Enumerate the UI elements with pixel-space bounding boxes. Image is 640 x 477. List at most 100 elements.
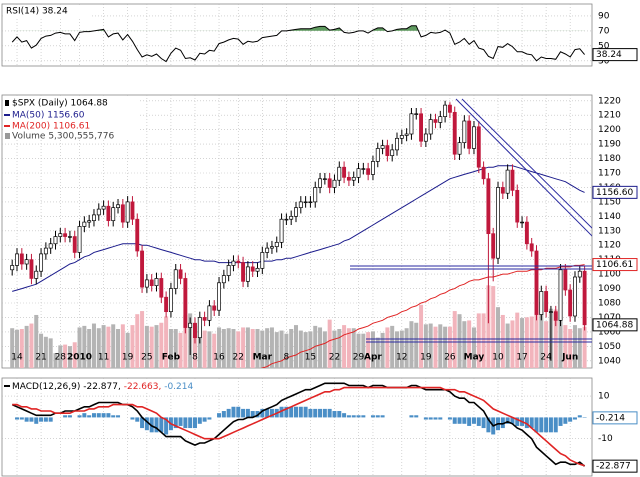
volume-bar <box>524 317 529 368</box>
volume-bar <box>43 336 48 368</box>
histogram-bar <box>467 417 472 426</box>
volume-bar <box>226 328 231 368</box>
volume-bar <box>476 313 481 368</box>
candle-body <box>428 119 433 135</box>
volume-bar <box>342 325 347 368</box>
histogram-bar <box>337 411 342 418</box>
candle-body <box>10 265 15 271</box>
volume-bar <box>366 332 371 368</box>
volume-bar <box>164 316 169 368</box>
candle-body <box>207 305 212 321</box>
candle-body <box>116 204 120 209</box>
histogram-bar <box>462 417 467 424</box>
candle-body <box>558 269 563 321</box>
volume-bar <box>409 321 414 368</box>
histogram-bar <box>39 417 44 422</box>
histogram-bar <box>308 408 313 418</box>
candle-body <box>53 236 58 245</box>
histogram-bar <box>447 417 452 420</box>
candle-body <box>39 253 44 272</box>
x-tick-label: 10 <box>492 353 504 363</box>
histogram-bar <box>423 417 428 420</box>
candle-body <box>414 113 419 115</box>
plot-area <box>10 100 587 368</box>
text-layer: RSI(14) 38.24 $SPX (Daily) 1064.88 MA(50… <box>3 5 638 473</box>
y-tick-label: 1090 <box>598 284 621 294</box>
candle-body <box>563 269 568 291</box>
histogram-bar <box>140 417 145 429</box>
volume-bar <box>467 320 472 368</box>
candle-body <box>548 311 553 313</box>
candle-body <box>332 179 337 188</box>
volume-bar <box>563 325 568 368</box>
background-layer <box>1 3 593 477</box>
candle-body <box>96 208 101 216</box>
candle-body <box>371 161 375 175</box>
histogram-bar <box>505 417 510 424</box>
volume-bar <box>19 329 24 368</box>
candle-body <box>269 246 274 249</box>
volume-bar <box>140 311 145 368</box>
candle-body <box>250 266 255 272</box>
histogram-bar <box>101 413 106 418</box>
line <box>12 165 585 292</box>
volume-bar <box>77 327 82 368</box>
volume-bar <box>125 332 130 368</box>
x-tick-label: 22 <box>329 353 340 363</box>
volume-bar <box>221 329 226 368</box>
volume-bar <box>58 345 63 368</box>
histogram-bar <box>82 413 87 418</box>
histogram-bar <box>96 413 101 418</box>
x-tick-label: 2010 <box>67 353 92 363</box>
candle-body <box>19 253 24 265</box>
y-tick-label: 1060 <box>598 327 621 337</box>
volume-bar <box>260 330 265 368</box>
volume-bar <box>116 329 121 368</box>
candle-body <box>308 201 313 204</box>
histogram-bar <box>202 417 207 422</box>
volume-bar <box>318 327 323 368</box>
volume-bar <box>48 338 53 368</box>
histogram-bar <box>529 417 534 429</box>
candle-body <box>101 205 106 210</box>
volume-bar <box>419 304 424 368</box>
candle-body <box>452 111 457 155</box>
candle-body <box>144 279 149 288</box>
candle-body <box>149 279 154 287</box>
volume-bar <box>265 328 270 368</box>
last-value-box <box>592 48 638 62</box>
volume-bar <box>582 326 587 368</box>
candle-body <box>154 278 159 287</box>
histogram-bar <box>544 417 549 433</box>
x-tick-label: Apr <box>364 353 382 363</box>
candle-body <box>500 187 505 194</box>
volume-bar <box>29 323 34 368</box>
volume-bar <box>72 342 77 368</box>
y-tick-label: -10 <box>598 434 613 444</box>
volume-bar <box>395 331 400 368</box>
candle-body <box>303 201 308 204</box>
volume-bar <box>15 329 20 368</box>
candle-body <box>351 176 356 181</box>
volume-bar <box>192 324 197 368</box>
candle-body <box>92 214 96 222</box>
histogram-bar <box>563 417 568 424</box>
candle-body <box>168 288 173 313</box>
y-tick-label: 1140 <box>598 212 621 222</box>
candle-body <box>337 166 342 181</box>
candle-body <box>111 207 116 222</box>
volume-bar <box>101 325 106 368</box>
y-tick-label: 30 <box>598 56 610 66</box>
last-value-label: 1156.60 <box>596 188 633 198</box>
volume-bar <box>274 332 279 368</box>
histogram-bar <box>48 417 53 422</box>
histogram-bar <box>346 415 351 418</box>
candle-body <box>385 145 390 157</box>
volume-bar <box>327 319 332 368</box>
y-tick-label: 10 <box>598 392 610 402</box>
candle-body <box>289 215 294 220</box>
candle-body <box>245 266 250 282</box>
histogram-bar <box>534 417 539 433</box>
x-tick-label: 8 <box>192 353 198 363</box>
x-tick-label: 8 <box>284 353 290 363</box>
